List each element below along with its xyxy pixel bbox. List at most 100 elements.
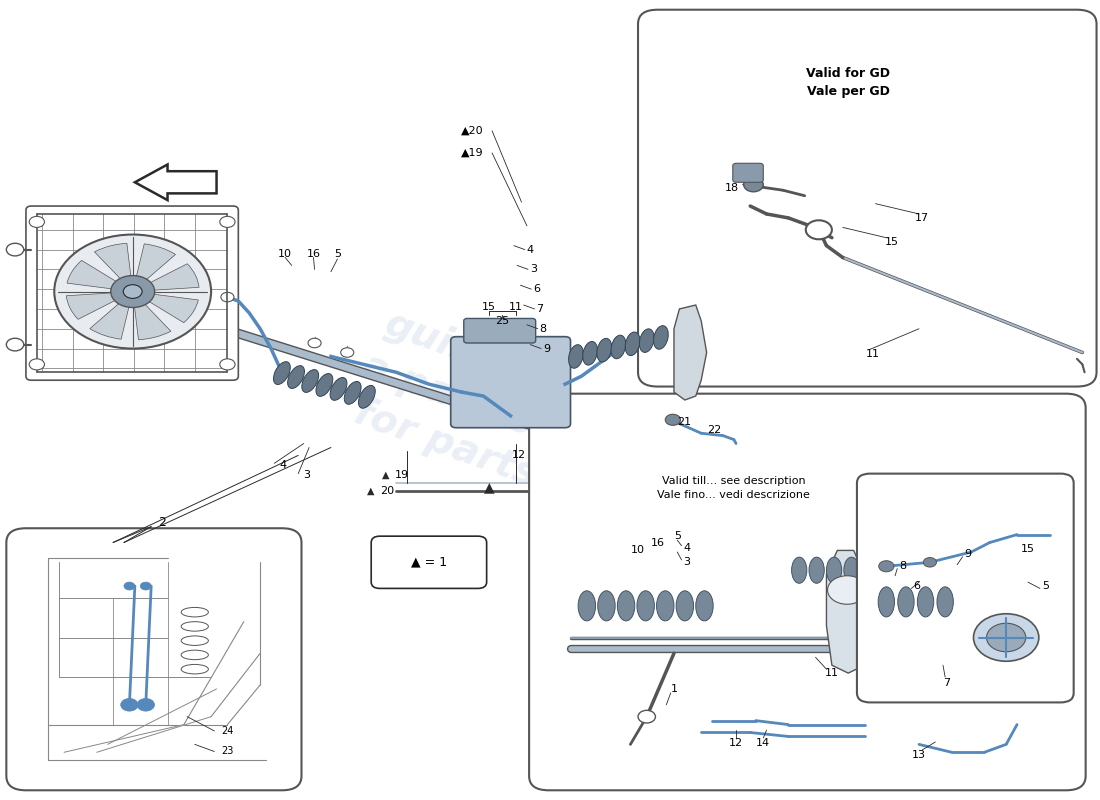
Circle shape xyxy=(138,698,154,711)
Wedge shape xyxy=(133,291,170,340)
FancyBboxPatch shape xyxy=(529,394,1086,790)
Text: 20: 20 xyxy=(381,486,395,496)
Wedge shape xyxy=(67,260,133,291)
Text: 10: 10 xyxy=(631,546,645,555)
Text: 4: 4 xyxy=(683,543,691,553)
Ellipse shape xyxy=(330,378,346,400)
Ellipse shape xyxy=(917,587,934,617)
Ellipse shape xyxy=(878,587,894,617)
Ellipse shape xyxy=(657,590,674,621)
Text: 4: 4 xyxy=(527,245,534,254)
Circle shape xyxy=(879,561,894,572)
Text: 21: 21 xyxy=(676,417,691,427)
Ellipse shape xyxy=(597,590,615,621)
Ellipse shape xyxy=(583,342,597,365)
Circle shape xyxy=(827,576,867,604)
Text: 9: 9 xyxy=(543,343,550,354)
FancyBboxPatch shape xyxy=(733,163,763,182)
Circle shape xyxy=(123,285,142,298)
FancyArrow shape xyxy=(135,165,217,200)
Text: 22: 22 xyxy=(707,425,722,435)
Ellipse shape xyxy=(937,587,954,617)
Text: ▲: ▲ xyxy=(367,486,375,496)
Ellipse shape xyxy=(653,326,669,350)
Text: 14: 14 xyxy=(756,738,770,748)
Text: Vale per GD: Vale per GD xyxy=(806,85,890,98)
FancyBboxPatch shape xyxy=(464,318,536,343)
Text: Valid for GD: Valid for GD xyxy=(806,67,890,80)
Text: 16: 16 xyxy=(307,249,320,258)
Circle shape xyxy=(124,582,135,590)
Wedge shape xyxy=(133,264,199,291)
Text: 6: 6 xyxy=(534,284,540,294)
Text: ▲: ▲ xyxy=(382,470,389,480)
Text: 3: 3 xyxy=(683,558,691,567)
Text: 10: 10 xyxy=(278,249,293,258)
Text: 5: 5 xyxy=(673,531,681,541)
Text: 8: 8 xyxy=(540,324,547,334)
Ellipse shape xyxy=(316,374,333,396)
Text: ▲20: ▲20 xyxy=(461,126,484,136)
Ellipse shape xyxy=(844,557,859,583)
Ellipse shape xyxy=(617,590,635,621)
FancyBboxPatch shape xyxy=(7,528,301,790)
Ellipse shape xyxy=(287,366,305,389)
Text: 16: 16 xyxy=(650,538,664,547)
Text: 9: 9 xyxy=(965,550,971,559)
Ellipse shape xyxy=(597,338,612,362)
Ellipse shape xyxy=(898,587,914,617)
Circle shape xyxy=(744,178,763,192)
Circle shape xyxy=(7,338,24,351)
Circle shape xyxy=(923,558,936,567)
FancyBboxPatch shape xyxy=(451,337,571,428)
Text: 15: 15 xyxy=(884,237,899,246)
Text: 11: 11 xyxy=(825,668,839,678)
Text: 5: 5 xyxy=(1042,581,1049,591)
Text: 2: 2 xyxy=(158,516,166,530)
Circle shape xyxy=(666,414,681,426)
Ellipse shape xyxy=(612,335,626,358)
Text: 8: 8 xyxy=(899,562,906,571)
Text: 4: 4 xyxy=(279,460,286,470)
Text: 24: 24 xyxy=(221,726,233,736)
Text: 19: 19 xyxy=(395,470,409,480)
Circle shape xyxy=(806,220,832,239)
Text: 5: 5 xyxy=(334,249,341,258)
Text: 25: 25 xyxy=(495,316,509,326)
Text: 18: 18 xyxy=(725,183,739,193)
Circle shape xyxy=(121,698,139,711)
Ellipse shape xyxy=(359,386,375,408)
Ellipse shape xyxy=(274,362,290,385)
Wedge shape xyxy=(95,243,133,291)
Text: 13: 13 xyxy=(912,750,926,760)
Ellipse shape xyxy=(639,329,654,353)
Circle shape xyxy=(30,216,44,227)
Circle shape xyxy=(638,710,656,723)
Ellipse shape xyxy=(792,557,806,583)
FancyBboxPatch shape xyxy=(26,206,239,380)
Text: guinness
a passion
for parts: guinness a passion for parts xyxy=(341,302,582,498)
Ellipse shape xyxy=(861,557,877,583)
Circle shape xyxy=(341,348,354,358)
Text: 7: 7 xyxy=(943,678,949,688)
Text: ▲ = 1: ▲ = 1 xyxy=(411,556,447,569)
Text: 3: 3 xyxy=(530,264,537,274)
FancyBboxPatch shape xyxy=(857,474,1074,702)
Circle shape xyxy=(308,338,321,348)
Circle shape xyxy=(30,359,44,370)
Polygon shape xyxy=(674,305,706,400)
Circle shape xyxy=(220,216,235,227)
Ellipse shape xyxy=(569,345,583,368)
Circle shape xyxy=(111,275,155,307)
Text: 17: 17 xyxy=(915,213,930,223)
Ellipse shape xyxy=(579,590,595,621)
Ellipse shape xyxy=(637,590,654,621)
Wedge shape xyxy=(90,291,133,339)
FancyBboxPatch shape xyxy=(371,536,486,589)
Text: Valid till... see description: Valid till... see description xyxy=(662,476,805,486)
Circle shape xyxy=(987,623,1026,652)
Circle shape xyxy=(54,234,211,349)
Circle shape xyxy=(7,243,24,256)
Text: 15: 15 xyxy=(1021,544,1035,554)
Text: ▲: ▲ xyxy=(484,480,494,494)
